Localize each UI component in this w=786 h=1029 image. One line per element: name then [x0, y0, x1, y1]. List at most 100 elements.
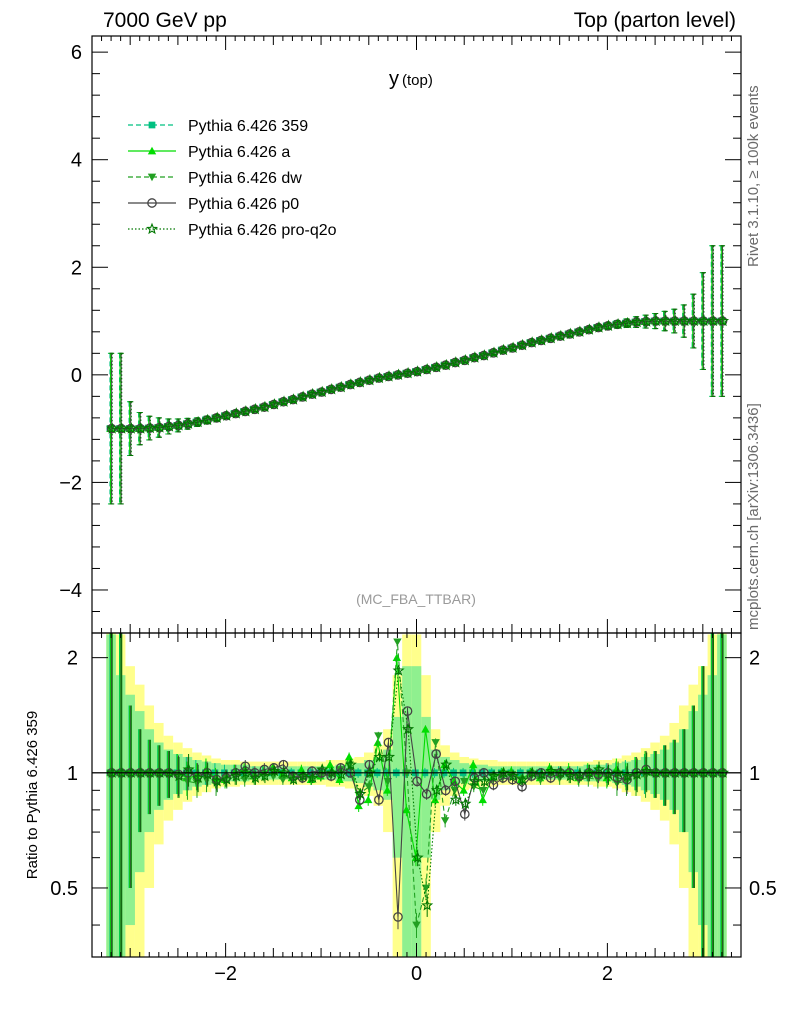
ratio-point [469, 773, 480, 783]
ratio-point [507, 769, 520, 782]
ratio-point [621, 769, 634, 782]
ratio-point [449, 793, 462, 805]
ratio-point [478, 795, 487, 804]
ratio-point [612, 766, 625, 778]
data-point [363, 373, 376, 386]
data-point [564, 327, 577, 340]
ratio-point [269, 763, 279, 773]
ratio-point [258, 769, 271, 782]
data-point [258, 400, 271, 413]
y-tick-label: 6 [71, 42, 82, 64]
ratio-point [440, 817, 450, 825]
ratio-point [488, 780, 499, 790]
data-point [239, 405, 252, 417]
ratio-point [697, 766, 710, 778]
data-point [640, 315, 653, 327]
data-point [163, 420, 176, 432]
data-point [449, 356, 462, 368]
data-point [487, 346, 501, 358]
plot-title-sub: (top) [402, 72, 433, 89]
ratio-point [554, 766, 567, 778]
ratio-point [163, 766, 176, 778]
ratio-point [459, 797, 472, 809]
data-point [134, 422, 147, 434]
ratio-point [230, 769, 243, 782]
data-point [516, 338, 529, 351]
x-tick-label: −2 [214, 963, 237, 985]
data-point [478, 349, 491, 361]
data-point [535, 334, 548, 346]
ratio-point [182, 763, 195, 775]
ratio-point [363, 766, 376, 778]
data-point [125, 422, 138, 434]
mcplots-label: mcplots.cern.ch [arXiv:1306.3436] [745, 403, 762, 630]
ratio-point [354, 787, 367, 800]
data-point [497, 343, 510, 356]
data-point [650, 314, 663, 327]
ratio-point [325, 760, 335, 769]
ratio-band-inner [411, 666, 422, 957]
data-point [306, 387, 319, 400]
ratio-point [364, 783, 373, 791]
ratio-point [153, 766, 166, 778]
ratio-y-tick-label-left: 1 [67, 763, 78, 785]
data-point [297, 390, 310, 403]
legend-marker [147, 198, 157, 208]
ratio-point [240, 776, 249, 784]
process-label: Top (parton level) [573, 9, 736, 32]
ratio-y-tick-label-right: 1 [749, 763, 760, 785]
energy-label: 7000 GeV pp [103, 9, 227, 32]
ratio-point [220, 773, 233, 785]
data-point [421, 363, 434, 375]
ratio-point [383, 786, 392, 794]
rivet-version-label: Rivet 3.1.10, ≥ 100k events [745, 85, 762, 267]
ratio-point [325, 766, 338, 778]
data-point [621, 316, 634, 329]
ratio-point [211, 774, 224, 787]
ratio-point [622, 774, 632, 785]
ratio-point [430, 783, 443, 796]
ratio-point [468, 760, 478, 769]
ratio-band-inner [392, 716, 403, 858]
data-point [220, 409, 233, 421]
ratio-point [411, 851, 424, 863]
ratio-point [412, 776, 422, 787]
ratio-point [382, 750, 396, 763]
data-point [211, 411, 224, 423]
legend-label: Pythia 6.426 pro-q2o [188, 222, 337, 239]
data-point [325, 383, 338, 395]
legend-marker [147, 173, 157, 182]
ratio-point [306, 771, 319, 783]
ratio-point [468, 774, 481, 787]
data-point [602, 319, 615, 332]
y-tick-label: 0 [71, 365, 82, 387]
x-tick-label: 2 [602, 963, 613, 985]
legend: Pythia 6.426 359 Pythia 6.426 a Pythia 6.4… [128, 118, 337, 239]
legend-marker [147, 146, 157, 155]
ratio-point [326, 771, 337, 782]
ratio-point [316, 763, 329, 775]
ratio-y-tick-label-left: 2 [67, 648, 78, 670]
data-point [335, 380, 348, 393]
ratio-point [564, 769, 577, 782]
data-point [526, 336, 539, 348]
ratio-point [717, 766, 730, 778]
ratio-point [335, 775, 344, 783]
ratio-point [354, 801, 363, 810]
ratio-y-axis-label: Ratio to Pythia 6.426 359 [24, 711, 41, 879]
ratio-point [497, 766, 510, 778]
data-point [697, 314, 710, 327]
data-point [192, 415, 205, 428]
ratio-point [688, 766, 701, 778]
ratio-y-tick-label-left: 0.5 [50, 878, 78, 900]
ratio-point [450, 776, 461, 787]
ratio-point [383, 737, 394, 748]
ratio-point [115, 766, 128, 778]
ratio-band-inner [421, 716, 431, 858]
ratio-point [106, 766, 119, 778]
ratio-point [526, 766, 539, 778]
ratio-point [421, 725, 430, 733]
data-point [144, 421, 157, 434]
ratio-y-ticks: 0.5 0.5 1 1 2 2 [50, 648, 777, 926]
